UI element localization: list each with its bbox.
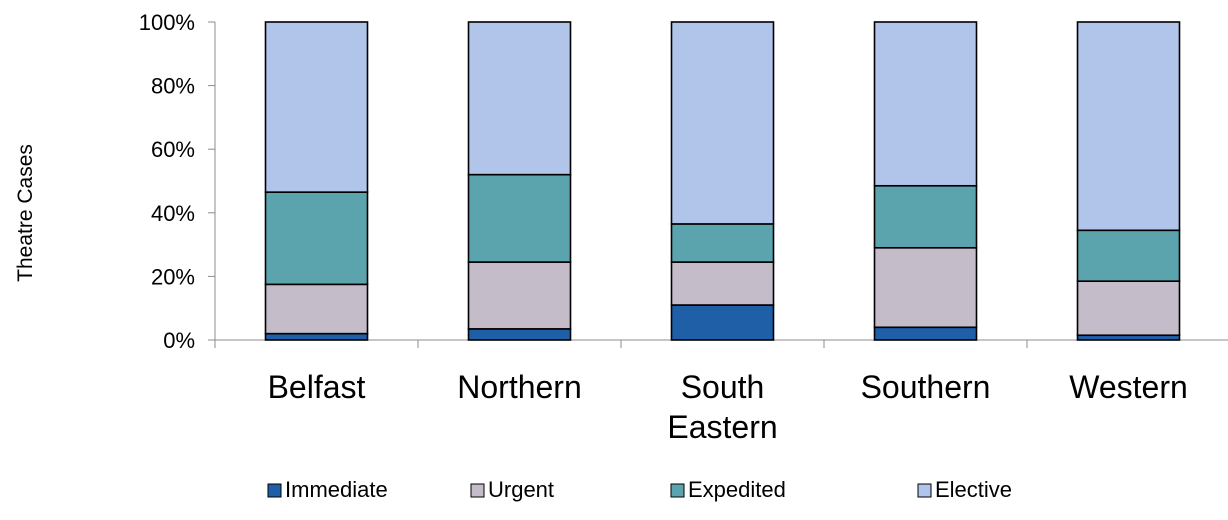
legend: Immediate Urgent Expedited Elective [267, 477, 1012, 502]
legend-label: Urgent [488, 477, 554, 502]
plot-area: 0% 20% 40% 60% 80% 100% Belfast Northern South Ea… [139, 10, 1228, 445]
bar-segment-immediate [467, 328, 572, 341]
bar-segment-urgent [670, 261, 775, 306]
y-tick-label: 80% [151, 74, 195, 99]
x-tick-label-line: Northern [457, 369, 582, 405]
bar-segment-immediate [264, 332, 369, 341]
x-tick-label-line: Southern [861, 369, 991, 405]
bar-segment-elective [1076, 21, 1181, 232]
bar-segment-expedited [670, 223, 775, 263]
x-tick-label-line: Belfast [268, 369, 366, 405]
bar-segment-elective [264, 21, 369, 193]
x-tick-label: Western [1069, 369, 1188, 405]
y-tick-label: 0% [163, 328, 195, 353]
bar-segment-urgent [467, 261, 572, 330]
legend-swatch [917, 483, 932, 498]
y-axis-label: Theatre Cases [14, 144, 37, 282]
bar-segment-urgent [1076, 280, 1181, 337]
bar-segment-immediate [873, 326, 978, 341]
bar-segment-expedited [1076, 229, 1181, 282]
y-tick-label: 20% [151, 264, 195, 289]
x-tick-label-line: South [681, 369, 765, 405]
x-tick-label-line: Eastern [667, 409, 777, 445]
bar-segment-elective [873, 21, 978, 187]
bar-segment-expedited [264, 191, 369, 286]
legend-swatch [470, 483, 485, 498]
legend-label: Expedited [688, 477, 786, 502]
bar-segment-elective [670, 21, 775, 225]
x-tick-label: Southern [861, 369, 991, 405]
bar-segment-urgent [873, 246, 978, 329]
legend-swatch [670, 483, 685, 498]
x-tick-label: South Eastern [667, 369, 777, 445]
bar-segment-elective [467, 21, 572, 176]
y-tick-label: 100% [139, 10, 195, 35]
legend-swatch [267, 483, 282, 498]
legend-label: Immediate [285, 477, 388, 502]
bar-segment-immediate [670, 304, 775, 341]
bar-segment-expedited [873, 184, 978, 249]
x-tick-label: Belfast [268, 369, 366, 405]
bar-segment-expedited [467, 173, 572, 263]
legend-label: Elective [935, 477, 1012, 502]
y-tick-label: 40% [151, 201, 195, 226]
x-tick-label-line: Western [1069, 369, 1188, 405]
y-tick-label: 60% [151, 137, 195, 162]
bar-segment-urgent [264, 283, 369, 335]
x-tick-label: Northern [457, 369, 582, 405]
